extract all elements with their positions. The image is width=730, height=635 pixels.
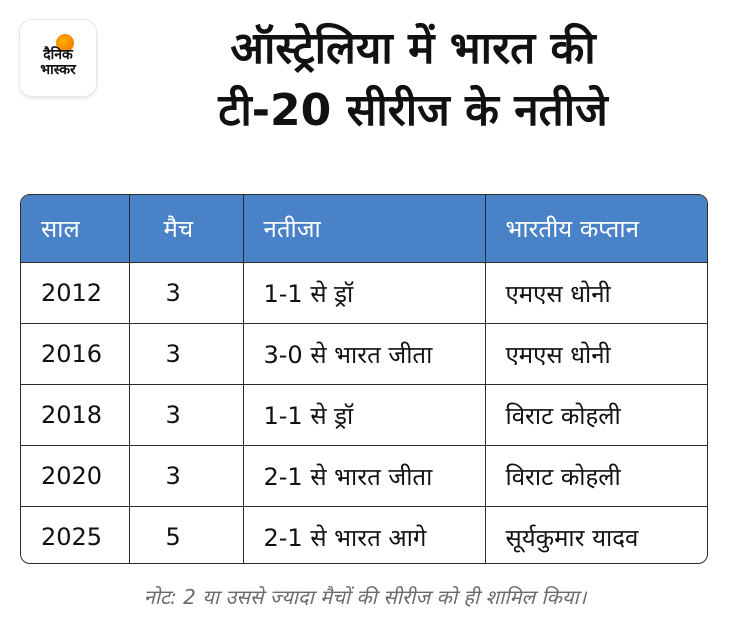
cell-captain: एमएस धोनी (485, 262, 707, 324)
table-row: 2018 3 1-1 से ड्रॉ विराट कोहली (21, 384, 707, 446)
cell-year: 2016 (21, 323, 130, 385)
cell-captain: सूर्यकुमार यादव (505, 523, 639, 552)
cell-result: 2-1 से भारत जीता (243, 445, 486, 507)
sun-icon (56, 34, 74, 52)
dainik-bhaskar-logo: दैनिक भास्कर (20, 20, 96, 96)
table-header-row: साल मैच नतीजा भारतीय कप्तान (21, 195, 707, 263)
cell-result: 1-1 से ड्रॉ (243, 384, 486, 446)
title-line-1: ऑस्ट्रेलिया में भारत की (230, 23, 596, 74)
cell-matches: 3 (129, 384, 244, 446)
title-line-2: टी-20 सीरीज के नतीजे (218, 85, 608, 136)
cell-matches: 3 (129, 445, 244, 507)
cell-captain: एमएस धोनी (485, 323, 707, 385)
results-table-container: साल मैच नतीजा भारतीय कप्तान 2012 3 1-1 स… (20, 194, 708, 564)
cell-captain: विराट कोहली (485, 384, 707, 446)
header-year: साल (21, 195, 130, 263)
cell-year: 2012 (21, 262, 130, 324)
table-row: 2025 5 2-1 से भारत आगे सूर्यकुमार यादव (21, 506, 707, 563)
table-row: 2012 3 1-1 से ड्रॉ एमएस धोनी (21, 262, 707, 324)
table-row: 2016 3 3-0 से भारत जीता एमएस धोनी (21, 323, 707, 385)
cell-matches: 3 (129, 323, 244, 385)
header-matches: मैच (129, 195, 244, 263)
cell-result: 2-1 से भारत आगे (243, 506, 486, 563)
cell-year: 2020 (21, 445, 130, 507)
cell-result: 1-1 से ड्रॉ (243, 262, 486, 324)
logo-line-1: दैनिक (43, 47, 73, 63)
table-row: 2020 3 2-1 से भारत जीता विराट कोहली (21, 445, 707, 507)
cell-result: 3-0 से भारत जीता (243, 323, 486, 385)
cell-year: 2025 (21, 506, 130, 563)
cell-matches: 5 (129, 506, 244, 563)
header-captain: भारतीय कप्तान (485, 195, 707, 263)
cell-matches: 3 (129, 262, 244, 324)
logo-line-2: भास्कर (40, 62, 76, 78)
page-title: ऑस्ट्रेलिया में भारत की टी-20 सीरीज के न… (118, 18, 708, 142)
cell-year: 2018 (21, 384, 130, 446)
results-table: साल मैच नतीजा भारतीय कप्तान 2012 3 1-1 स… (21, 195, 707, 563)
footnote: नोट: 2 या उससे ज्यादा मैचों की सीरीज को … (143, 585, 587, 609)
cell-captain: विराट कोहली (485, 445, 707, 507)
header-result: नतीजा (243, 195, 486, 263)
